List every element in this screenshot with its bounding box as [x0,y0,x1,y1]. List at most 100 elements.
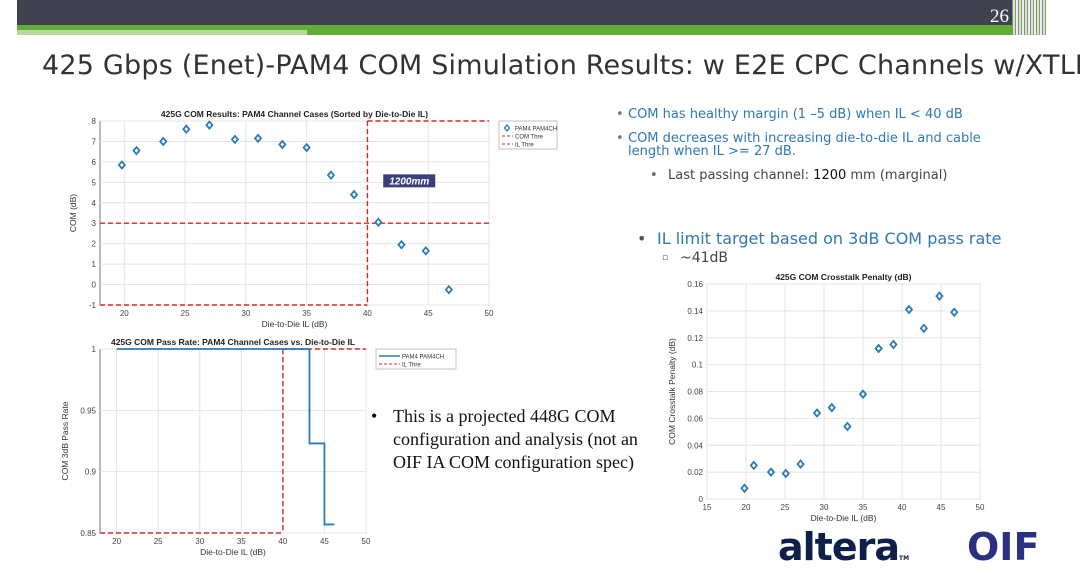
slide-title: 425 Gbps (Enet)-PAM4 COM Simulation Resu… [42,50,1080,81]
y-tick-label: 1 [92,345,97,354]
y-tick-label: 0.85 [80,529,96,538]
y-tick-label: 0.16 [687,280,703,289]
chart-title: 425G COM Crosstalk Penalty (dB) [775,272,911,282]
x-tick-label: 45 [320,537,329,546]
x-tick-label: 25 [781,503,790,512]
legend-label: PAM4 PAM4CH [515,127,557,133]
x-tick-label: 25 [154,537,163,546]
data-point [132,145,141,156]
data-point [349,189,359,200]
x-axis-label: Die-to-Die IL (dB) [811,513,877,523]
data-point [253,133,263,144]
header-accent-highlight [17,30,307,35]
x-tick-label: 15 [703,503,712,512]
x-tick-label: 30 [241,309,250,318]
data-point [919,323,929,334]
bullet-text: ~41dB [680,250,729,266]
y-tick-label: 0.02 [687,468,703,477]
x-tick-label: 35 [237,537,246,546]
x-tick-label: 40 [278,537,287,546]
y-tick-label: 0.9 [85,468,97,477]
data-point [302,142,311,153]
y-tick-label: 0.12 [687,334,703,343]
bullet-text: IL limit target based on 3dB COM pass ra… [657,229,1002,248]
pass-rate-line [116,348,335,526]
data-point [843,421,852,432]
x-axis-label: Die-to-Die IL (dB) [262,319,328,329]
y-tick-label: 0.06 [687,414,703,423]
data-point [858,389,868,400]
legend-label: COM Thre [515,135,544,141]
data-point [326,170,336,181]
y-tick-label: 0.08 [687,388,703,397]
data-point [889,339,898,350]
data-point [935,291,944,301]
y-axis-label: COM 3dB Pass Rate [60,401,70,480]
data-point [827,402,836,413]
y-tick-label: 1 [92,260,97,269]
header-bar [17,0,1012,25]
bullet-il-limit: • IL limit target based on 3dB COM pass r… [637,229,1002,248]
y-tick-label: 4 [92,199,97,208]
x-tick-label: 20 [112,537,121,546]
note-text: This is a projected 448G COM configurati… [393,406,638,472]
last-passing-value: 1200 [813,168,847,183]
bullet-last-passing: • Last passing channel: 1200 mm (marginal… [650,168,948,183]
data-point [421,245,430,256]
x-tick-label: 45 [424,309,433,318]
y-tick-label: 0.14 [687,307,703,316]
header-stripes [1012,0,1046,35]
data-point [444,284,454,295]
y-tick-label: 7 [92,137,97,146]
y-tick-label: 8 [92,117,97,126]
pass-rate-chart: 20 25 30 35 40 45 50 0.85 0.9 0.95 1 425G COM Pass … [60,337,457,557]
y-tick-label: 0.1 [692,361,704,370]
x-tick-label: 40 [363,309,372,318]
y-tick-label: 2 [92,240,97,249]
y-tick-label: 5 [92,178,97,187]
y-tick-label: 3 [92,219,97,228]
y-tick-label: 6 [92,158,97,167]
y-tick-label: 0 [92,281,97,290]
annotation-box [383,174,436,188]
data-point [159,136,168,147]
data-point [374,217,383,228]
x-tick-label: 30 [820,503,829,512]
oif-logo: OIF [967,525,1040,569]
data-point [812,408,822,418]
bullet-il-value: ▫ ~41dB [662,250,729,266]
x-tick-label: 20 [742,503,751,512]
legend-label: IL Thre [402,363,421,369]
data-point [766,467,776,478]
x-tick-label: 30 [195,537,204,546]
legend-label: PAM4 PAM4CH [402,355,444,361]
legend-marker [503,123,511,133]
altera-logo-text: altera [778,525,900,569]
x-tick-label: 50 [976,503,985,512]
data-point [397,239,406,250]
plot-area [99,120,490,306]
y-tick-label: 0.04 [687,441,703,450]
data-point [904,304,914,315]
x-axis-label: Die-to-Die IL (dB) [200,547,266,557]
x-tick-label: 45 [937,503,946,512]
bullet-healthy-margin: • COM has healthy margin (1 –5 dB) when I… [616,107,963,122]
trademark: TM [899,555,910,562]
chart-title: 425G COM Results: PAM4 Channel Cases (So… [161,109,428,119]
x-tick-label: 40 [898,503,907,512]
data-point [740,483,749,494]
bullet-text: COM has healthy margin (1 –5 dB) when IL… [628,107,963,122]
data-point [182,124,191,135]
x-tick-label: 50 [362,537,371,546]
x-tick-label: 35 [859,503,868,512]
y-axis-label: COM Crosstalk Penalty (dB) [667,338,677,445]
y-tick-label: -1 [89,301,97,310]
data-point [749,460,758,471]
data-point [117,160,127,170]
x-tick-label: 35 [302,309,311,318]
note-bullet: • This is a projected 448G COM configurat… [371,406,638,472]
legend-label: IL Thre [515,143,534,149]
y-axis-label: COM (dB) [68,194,78,232]
data-point [796,459,805,469]
bullet-text: Last passing channel: [668,168,814,183]
